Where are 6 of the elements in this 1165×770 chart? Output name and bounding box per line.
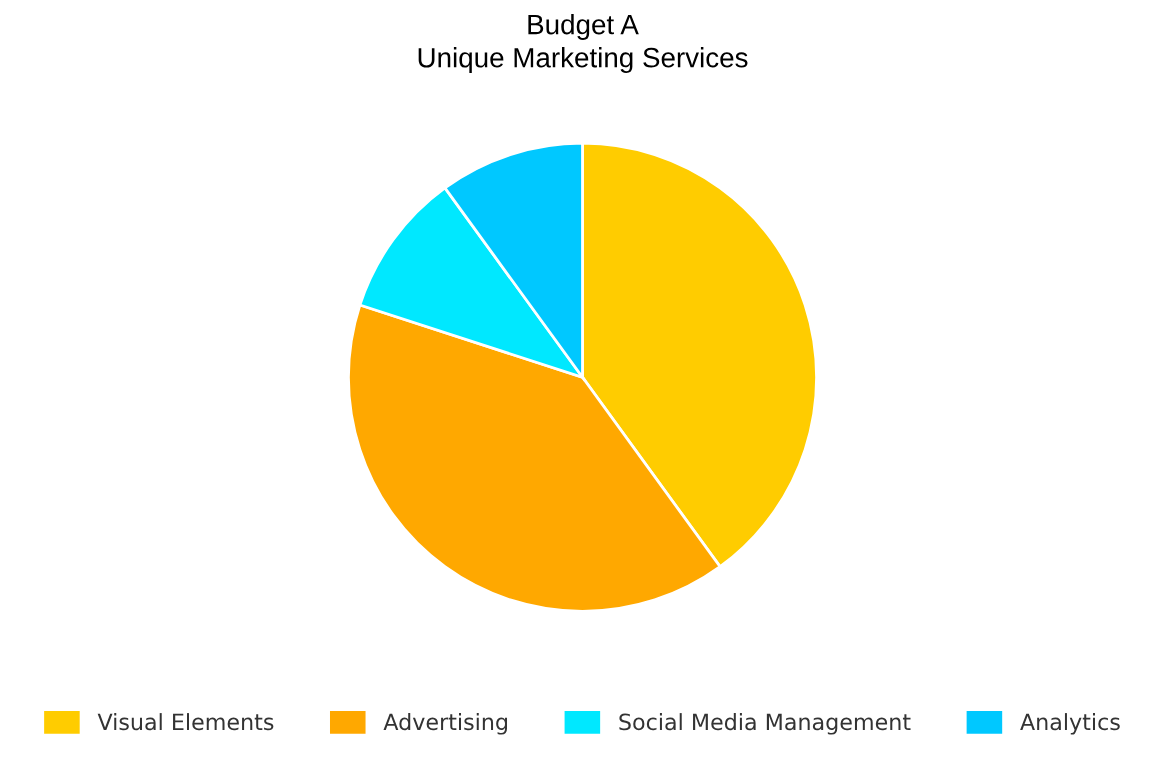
chart-title: Budget A	[528, 14, 639, 40]
legend-label: Analytics	[1020, 713, 1120, 735]
chart-subtitle: Unique Marketing Services	[418, 47, 748, 74]
legend-label: Social Media Management	[619, 713, 911, 735]
legend-label: Visual Elements	[97, 713, 274, 731]
legend-label: Advertising	[383, 713, 508, 735]
